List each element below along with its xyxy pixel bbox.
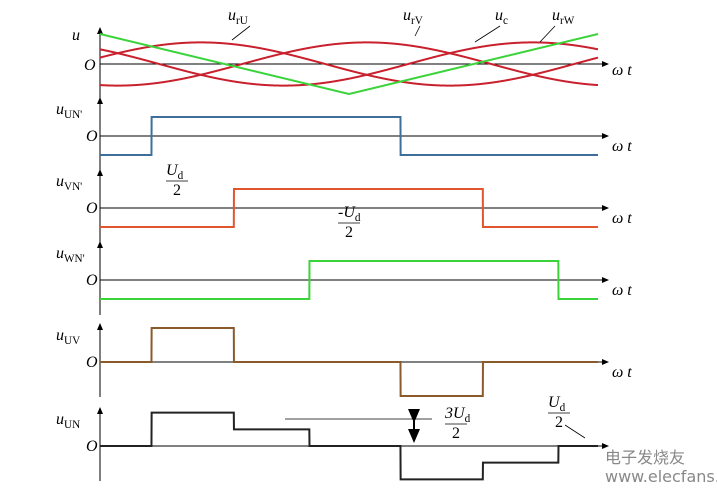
y-axis-label: uUN [56,411,80,431]
carrier-wave [99,33,599,96]
y-axis-label-main: u [56,101,64,118]
curve-label-main: u [552,7,560,24]
leader-line [539,25,556,43]
curve-label-main: u [495,7,503,24]
leader-line [414,25,421,37]
waveform [100,116,598,156]
origin-label: O [86,438,98,455]
leader-line [564,424,586,439]
y-axis-label-main: u [56,327,64,344]
reference-wave [99,41,599,87]
y-axis-label: uVN' [56,173,82,193]
fraction-denominator: 2 [555,414,563,431]
waveform [100,188,598,228]
y-axis-label-sub: UN [64,419,80,431]
watermark-brand: 电子发烧友 [605,448,685,467]
origin-label: O [84,57,96,74]
x-axis-label: ω t [612,62,632,79]
waveform [100,411,598,481]
y-axis-label-sub: UN' [64,109,82,121]
fraction-numerator: Ud [166,162,184,182]
leader-line [474,25,501,43]
origin-label: O [86,128,98,145]
y-axis-label: uWN' [56,245,85,265]
curve-label: urW [552,7,575,27]
origin-label: O [86,200,98,217]
fraction-numerator-main: U [166,162,179,179]
y-axis-label-main: u [56,245,64,262]
curve-label-main: u [228,7,236,24]
fraction-numerator-sub: d [355,212,361,224]
fraction-numerator: 3Ud [444,405,471,425]
curve-label: urU [228,7,248,27]
x-axis-label: ω t [612,282,632,299]
x-axis-label: ω t [612,364,632,381]
fraction-numerator: -Ud [338,204,361,224]
reference-wave [99,41,599,87]
fraction-numerator-main: 3U [444,405,466,422]
origin-label: O [86,272,98,289]
y-axis-label-sub: WN' [64,253,85,265]
watermark-url: www.elecfans.com [605,467,717,486]
curve-label-sub: rV [411,15,423,27]
fraction-numerator-main: U [548,394,561,411]
y-axis-label: uUV [56,327,80,347]
fraction-numerator-sub: d [178,170,184,182]
x-axis-label: ω t [612,210,632,227]
fraction-denominator: 2 [173,182,181,199]
waveform [100,260,598,300]
y-axis-label: uUN' [56,101,82,121]
waveform [100,327,598,397]
curve-label-sub: rU [236,15,248,27]
y-axis-label-main: u [56,173,64,190]
reference-wave [99,41,599,87]
fraction-denominator: 2 [345,224,353,241]
leader-line [231,25,251,41]
fraction-numerator-main: -U [338,204,356,221]
y-axis-label-main: u [56,411,64,428]
y-axis-label: u [72,27,80,44]
curve-label: uc [495,7,508,27]
curve-label-sub: c [503,15,508,27]
watermark: 电子发烧友 www.elecfans.com [605,448,717,486]
curve-label: urV [403,7,423,27]
fraction-numerator-sub: d [465,413,471,425]
fraction-numerator: Ud [548,394,566,414]
y-axis-label-sub: VN' [64,181,82,193]
fraction-numerator-sub: d [560,402,566,414]
curve-label-main: u [403,7,411,24]
fraction-denominator: 2 [452,425,460,442]
y-axis-label-sub: UV [64,335,80,347]
origin-label: O [86,354,98,371]
x-axis-label: ω t [612,138,632,155]
curve-label-sub: rW [560,15,575,27]
